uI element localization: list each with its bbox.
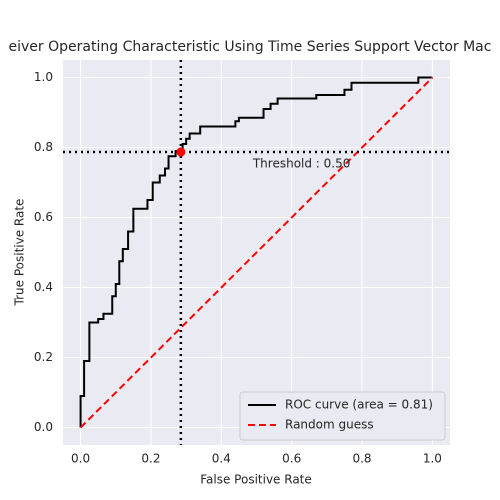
x-tick-label: 0.8 (352, 452, 371, 466)
y-tick-label: 0.0 (34, 420, 53, 434)
y-tick-label: 0.2 (34, 350, 53, 364)
y-tick-label: 1.0 (34, 70, 53, 84)
series-line (79, 76, 433, 428)
x-tick-label: 0.2 (141, 452, 160, 466)
x-axis-label: False Positive Rate (200, 473, 312, 487)
x-tick-label: 1.0 (423, 452, 442, 466)
threshold-point (176, 147, 186, 157)
y-tick-label: 0.4 (34, 280, 53, 294)
legend-label: ROC curve (area = 0.81) (285, 398, 433, 412)
legend-label: Random guess (285, 418, 374, 432)
chart-title: eiver Operating Characteristic Using Tim… (9, 39, 492, 55)
y-tick-label: 0.8 (34, 140, 53, 154)
x-tick-label: 0.0 (71, 452, 90, 466)
legend-box (239, 391, 446, 441)
y-tick-label: 0.6 (34, 210, 53, 224)
x-tick-label: 0.6 (282, 452, 301, 466)
series-line (79, 76, 434, 429)
y-axis-label: True Positive Rate (13, 199, 27, 307)
x-tick-label: 0.4 (212, 452, 231, 466)
threshold-label: Threshold : 0.50 (252, 157, 351, 171)
